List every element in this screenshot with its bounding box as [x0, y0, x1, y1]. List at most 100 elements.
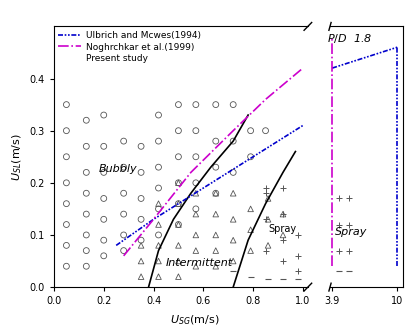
Point	[83, 170, 90, 175]
Point	[83, 144, 90, 149]
Point	[247, 154, 254, 159]
Point	[63, 264, 70, 269]
Point	[63, 154, 70, 159]
Point	[212, 102, 219, 107]
Point	[155, 243, 162, 248]
Point	[120, 212, 127, 217]
Point	[100, 217, 107, 222]
Point	[212, 165, 219, 170]
Point	[83, 117, 90, 123]
Point	[230, 102, 237, 107]
Point	[155, 274, 162, 279]
Point	[100, 144, 107, 149]
Text: Spray: Spray	[268, 224, 296, 234]
Text: Spray: Spray	[335, 227, 368, 237]
Point	[175, 258, 182, 264]
Point	[265, 243, 271, 248]
Point	[155, 258, 162, 264]
Point	[175, 180, 182, 185]
Point	[193, 154, 199, 159]
Point	[193, 206, 199, 212]
Point	[83, 212, 90, 217]
Point	[63, 222, 70, 227]
Point	[175, 128, 182, 133]
Point	[155, 165, 162, 170]
Point	[63, 243, 70, 248]
Point	[138, 243, 144, 248]
Point	[230, 217, 237, 222]
Point	[230, 170, 237, 175]
Point	[100, 238, 107, 243]
Text: Intermittent: Intermittent	[166, 258, 233, 268]
Point	[83, 191, 90, 196]
Point	[83, 248, 90, 253]
Point	[175, 201, 182, 206]
Point	[175, 243, 182, 248]
Point	[155, 201, 162, 206]
Point	[265, 196, 271, 201]
Point	[247, 248, 254, 253]
Point	[100, 170, 107, 175]
Point	[155, 185, 162, 191]
Point	[120, 248, 127, 253]
Point	[212, 212, 219, 217]
Point	[193, 102, 199, 107]
Point	[193, 180, 199, 185]
Point	[175, 274, 182, 279]
Point	[230, 139, 237, 144]
Point	[230, 258, 237, 264]
Point	[247, 227, 254, 232]
Point	[265, 217, 271, 222]
Point	[138, 196, 144, 201]
Point	[193, 232, 199, 238]
Point	[138, 238, 144, 243]
Legend: Ulbrich and Mcwes(1994), Noghrchkar et al.(1999), Present study: Ulbrich and Mcwes(1994), Noghrchkar et a…	[59, 31, 200, 63]
Point	[280, 232, 286, 238]
Point	[193, 264, 199, 269]
Point	[100, 113, 107, 118]
Point	[193, 128, 199, 133]
Point	[212, 248, 219, 253]
Point	[138, 144, 144, 149]
Point	[155, 113, 162, 118]
Point	[212, 191, 219, 196]
Point	[212, 264, 219, 269]
Point	[155, 206, 162, 212]
Point	[83, 264, 90, 269]
Point	[120, 139, 127, 144]
Text: Bubbly: Bubbly	[99, 164, 137, 174]
Point	[175, 102, 182, 107]
Point	[175, 222, 182, 227]
Point	[155, 139, 162, 144]
Point	[155, 222, 162, 227]
Point	[193, 191, 199, 196]
Point	[138, 170, 144, 175]
Point	[193, 212, 199, 217]
Point	[100, 196, 107, 201]
Point	[280, 212, 286, 217]
Point	[175, 180, 182, 185]
Point	[262, 128, 269, 133]
Point	[138, 258, 144, 264]
Point	[175, 222, 182, 227]
Point	[138, 217, 144, 222]
Point	[212, 191, 219, 196]
Point	[212, 139, 219, 144]
Point	[212, 232, 219, 238]
Point	[63, 128, 70, 133]
Point	[193, 248, 199, 253]
Point	[175, 201, 182, 206]
Point	[120, 191, 127, 196]
Text: $U_{SG}$(m/s): $U_{SG}$(m/s)	[170, 314, 220, 327]
Point	[63, 201, 70, 206]
Point	[230, 238, 237, 243]
Point	[247, 128, 254, 133]
Point	[100, 253, 107, 258]
Point	[155, 232, 162, 238]
Text: $P/D$  1.8: $P/D$ 1.8	[327, 32, 372, 45]
Point	[63, 180, 70, 185]
Point	[247, 206, 254, 212]
Y-axis label: $U_{SL}$(m/s): $U_{SL}$(m/s)	[10, 133, 24, 181]
Point	[175, 154, 182, 159]
Point	[138, 274, 144, 279]
